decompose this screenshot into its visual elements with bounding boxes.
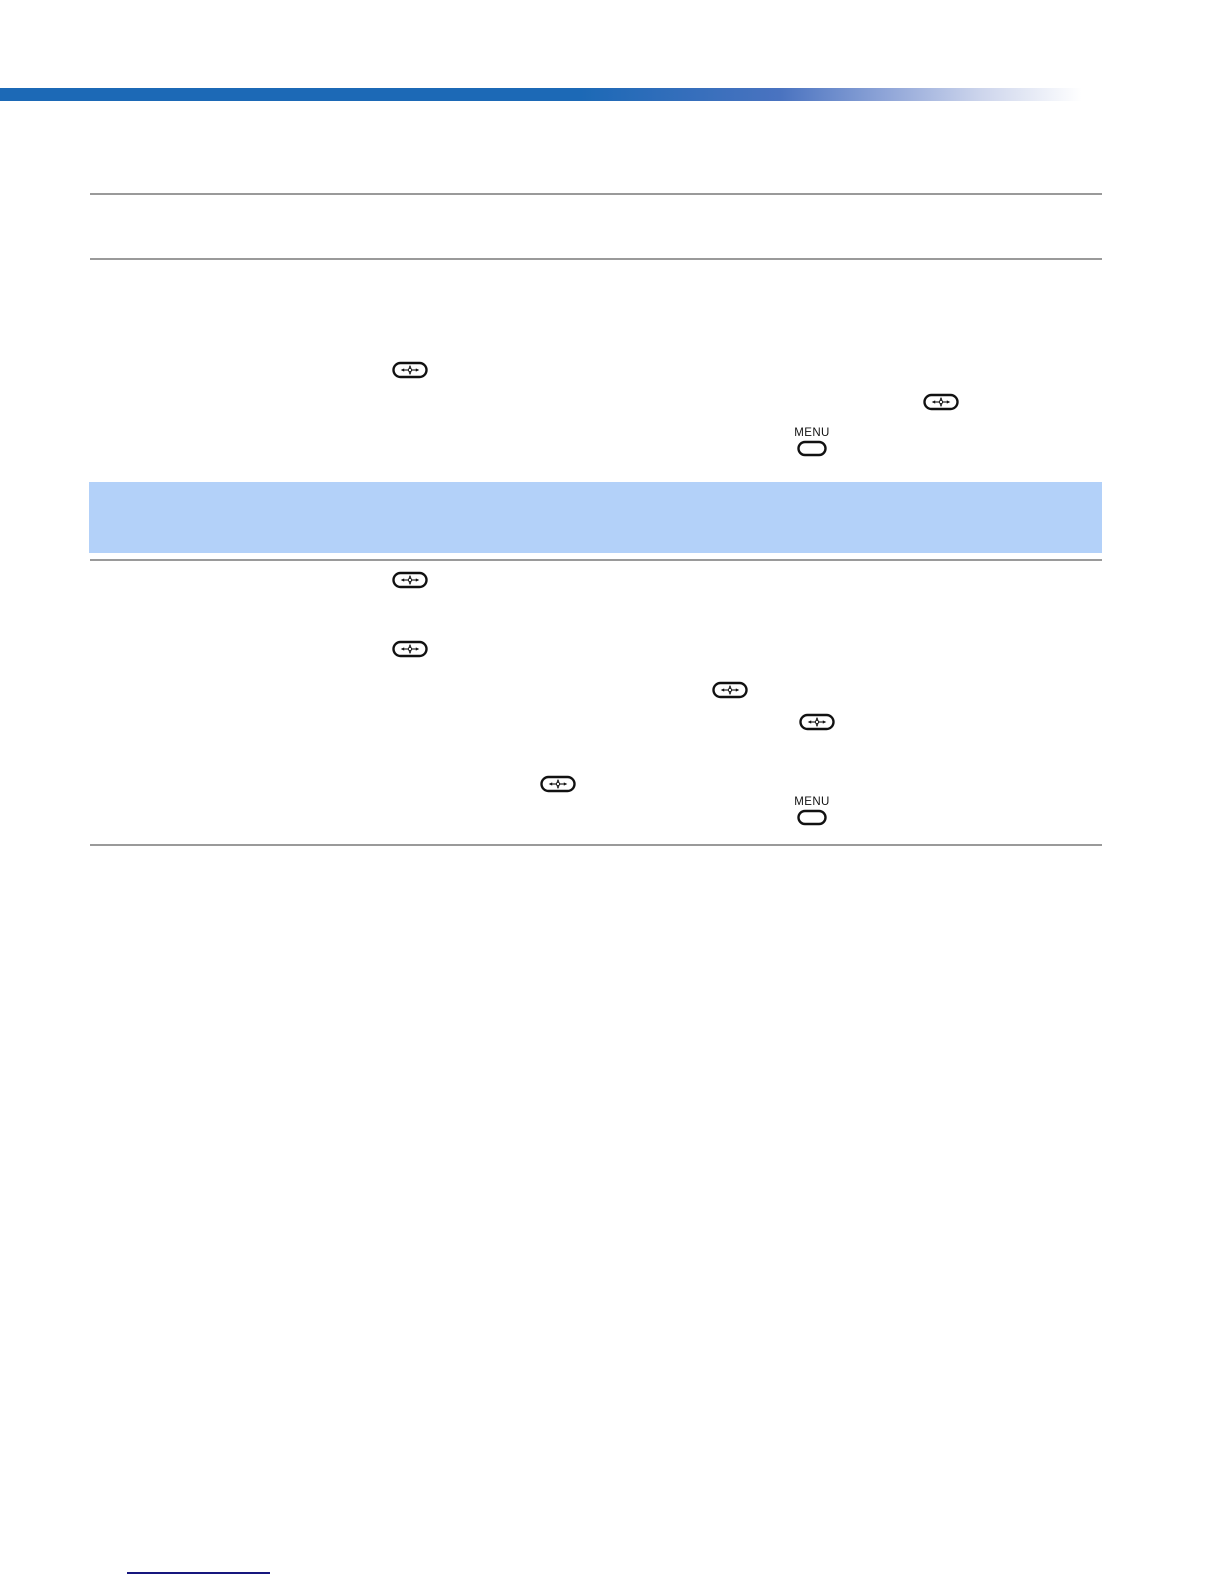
footer-link-underline — [127, 1572, 270, 1574]
four-way-button-icon — [923, 393, 959, 411]
menu-button-illustration: MENU — [784, 796, 840, 826]
four-way-button-icon — [392, 571, 428, 589]
section-divider — [90, 193, 1102, 195]
section-divider — [90, 844, 1102, 846]
four-way-button-icon — [799, 713, 835, 731]
menu-button-outline-icon — [797, 440, 827, 457]
four-way-button-icon — [392, 640, 428, 658]
section-divider — [90, 258, 1102, 260]
four-way-button-icon — [540, 775, 576, 793]
four-way-button-icon — [712, 681, 748, 699]
menu-button-label: MENU — [794, 796, 830, 808]
menu-button-label: MENU — [794, 427, 830, 439]
menu-button-illustration: MENU — [784, 427, 840, 457]
menu-button-outline-icon — [797, 809, 827, 826]
page-header-bar — [0, 88, 1115, 101]
four-way-button-icon — [392, 361, 428, 379]
section-divider — [90, 559, 1102, 561]
note-highlight-band — [89, 482, 1102, 553]
